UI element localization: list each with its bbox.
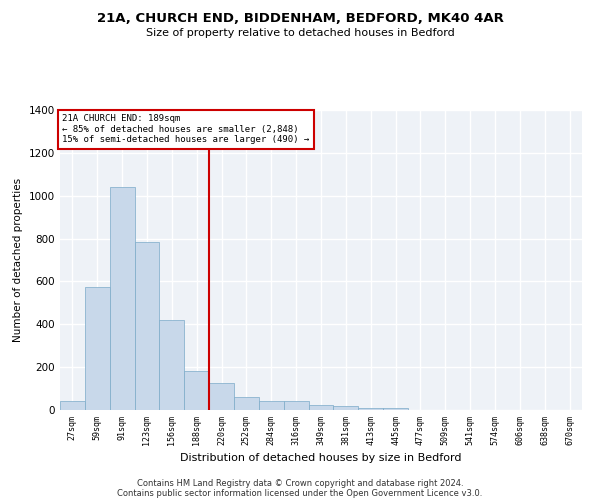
Bar [184,372,209,410]
Bar [160,320,184,410]
Bar [209,383,234,410]
Text: 21A CHURCH END: 189sqm
← 85% of detached houses are smaller (2,848)
15% of semi-: 21A CHURCH END: 189sqm ← 85% of detached… [62,114,310,144]
Bar [134,242,160,410]
Bar [259,402,284,410]
Text: Size of property relative to detached houses in Bedford: Size of property relative to detached ho… [146,28,454,38]
X-axis label: Distribution of detached houses by size in Bedford: Distribution of detached houses by size … [180,453,462,463]
Y-axis label: Number of detached properties: Number of detached properties [13,178,23,342]
Bar [60,402,85,410]
Bar [284,402,308,410]
Bar [334,406,358,410]
Text: Contains HM Land Registry data © Crown copyright and database right 2024.: Contains HM Land Registry data © Crown c… [137,478,463,488]
Bar [85,287,110,410]
Bar [383,408,408,410]
Text: Contains public sector information licensed under the Open Government Licence v3: Contains public sector information licen… [118,488,482,498]
Text: 21A, CHURCH END, BIDDENHAM, BEDFORD, MK40 4AR: 21A, CHURCH END, BIDDENHAM, BEDFORD, MK4… [97,12,503,26]
Bar [110,187,134,410]
Bar [234,397,259,410]
Bar [358,408,383,410]
Bar [308,406,334,410]
